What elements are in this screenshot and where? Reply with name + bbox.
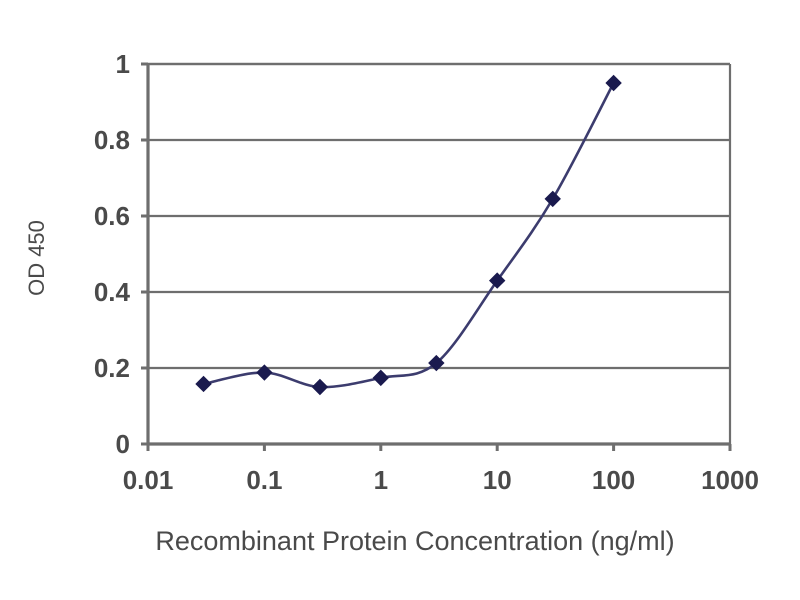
y-tick-label-4: 0.8 [94, 125, 130, 155]
y-tick-label-3: 0.6 [94, 201, 130, 231]
data-point-marker-4 [428, 354, 445, 372]
x-axis-tick-marks [146, 444, 732, 451]
data-point-marker-1 [256, 364, 273, 381]
x-tick-label-5: 1000 [701, 465, 759, 495]
data-point-marker-6 [544, 190, 561, 208]
y-tick-label-0: 0 [116, 429, 130, 459]
y-axis-title: OD 450 [24, 220, 49, 296]
data-point-marker-7 [605, 74, 622, 92]
plot-frame [146, 62, 732, 446]
data-point-marker-2 [311, 378, 329, 396]
y-tick-label-5: 1 [116, 49, 130, 79]
x-tick-label-0: 0.01 [123, 465, 174, 495]
x-tick-label-2: 1 [374, 465, 388, 495]
data-point-marker-3 [372, 369, 390, 387]
data-point-marker-5 [488, 272, 506, 289]
data-point-marker-0 [195, 375, 212, 393]
y-tick-label-2: 0.4 [94, 277, 131, 307]
x-axis-title: Recombinant Protein Concentration (ng/ml… [155, 526, 674, 556]
data-series-markers [195, 74, 622, 396]
x-tick-label-1: 0.1 [246, 465, 282, 495]
x-tick-label-4: 100 [592, 465, 635, 495]
y-axis-tick-labels: 0 0.2 0.4 0.6 0.8 1 [94, 49, 131, 459]
y-tick-label-1: 0.2 [94, 353, 130, 383]
x-axis-tick-labels: 0.01 0.1 1 10 100 1000 [123, 465, 759, 495]
gridlines-group [148, 62, 730, 370]
x-tick-label-3: 10 [483, 465, 512, 495]
